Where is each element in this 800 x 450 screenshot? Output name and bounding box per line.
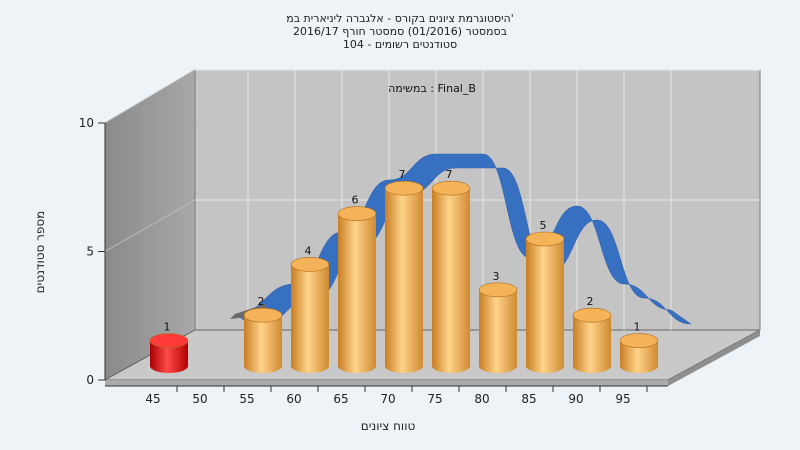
bar-cap [337, 206, 377, 221]
x-tick-label: 65 [333, 392, 348, 406]
title-line-3: סטודנטים רשומים - 104 [343, 38, 457, 51]
left-wall [104, 69, 196, 381]
bar-body [385, 188, 423, 373]
bar-cap [243, 307, 283, 323]
y-ticks: 0 5 10 [79, 116, 105, 387]
bar-value-label: 7 [399, 168, 406, 181]
bar-value-label: 4 [305, 244, 312, 257]
bar-body [432, 188, 470, 373]
x-tick-label: 85 [521, 392, 536, 406]
bar-cap [384, 180, 424, 196]
chart-title: היסטוגרמת ציונים בקורס - אלגברה ליניארית… [286, 12, 514, 51]
x-tick-label: 45 [145, 392, 160, 406]
bar-body [291, 264, 329, 373]
bar-65 [337, 206, 377, 373]
bar-cap [525, 231, 565, 247]
bars-layer [149, 180, 659, 373]
title-line-1: היסטוגרמת ציונים בקורס - אלגברה ליניארית… [286, 12, 514, 25]
bar-body [526, 239, 564, 373]
bar-value-label: 2 [587, 295, 594, 308]
x-tick-label: 50 [192, 392, 207, 406]
bar-cap [290, 257, 330, 272]
bar-75 [431, 180, 471, 373]
bar-80 [478, 282, 518, 373]
bar-55 [243, 307, 283, 373]
bar-cap [431, 180, 471, 196]
floor-front-edge [105, 380, 668, 386]
bar-cap [478, 282, 518, 298]
task-annotation: במשימה : Final_B [388, 82, 476, 95]
x-tick-label: 60 [286, 392, 301, 406]
value-labels-layer: 1 2 4 6 7 7 3 5 2 1 [164, 168, 641, 333]
x-ticks: 45 50 55 60 65 70 75 80 85 90 95 [145, 386, 648, 406]
x-tick-label: 55 [239, 392, 254, 406]
y-tick-label: 0 [86, 373, 94, 387]
x-tick-label: 90 [568, 392, 583, 406]
bar-85 [525, 231, 565, 373]
bar-70 [384, 180, 424, 373]
x-tick-label: 95 [615, 392, 630, 406]
y-tick-label: 10 [79, 116, 94, 130]
bar-45 [149, 333, 189, 373]
bar-value-label: 3 [493, 270, 500, 283]
title-line-2: בסמסטר (01/2016) סמסטר חורף 2016/17 [293, 25, 507, 38]
bar-90 [572, 307, 612, 373]
bar-value-label: 1 [634, 321, 641, 334]
bar-body [479, 289, 517, 373]
bar-body [620, 340, 658, 373]
bar-value-label: 2 [258, 295, 265, 308]
x-tick-label: 70 [380, 392, 395, 406]
bar-body [573, 315, 611, 373]
bar-cap [619, 333, 659, 348]
bar-body [150, 340, 188, 373]
bar-cap [572, 307, 612, 323]
y-axis-title: מספר סטודנטים [33, 211, 47, 294]
bar-60 [290, 257, 330, 373]
bar-value-label: 5 [540, 219, 547, 232]
x-tick-label: 80 [474, 392, 489, 406]
floor-right-edge [668, 330, 760, 386]
bar-cap [149, 333, 189, 348]
y-tick-label: 5 [86, 245, 94, 259]
bar-95 [619, 333, 659, 373]
bar-value-label: 7 [446, 168, 453, 181]
bar-value-label: 6 [352, 194, 359, 207]
bar-body [244, 315, 282, 373]
bar-body [338, 213, 376, 373]
bar-value-label: 1 [164, 321, 171, 334]
x-tick-label: 75 [427, 392, 442, 406]
x-axis-title: טווח ציונים [361, 419, 416, 433]
